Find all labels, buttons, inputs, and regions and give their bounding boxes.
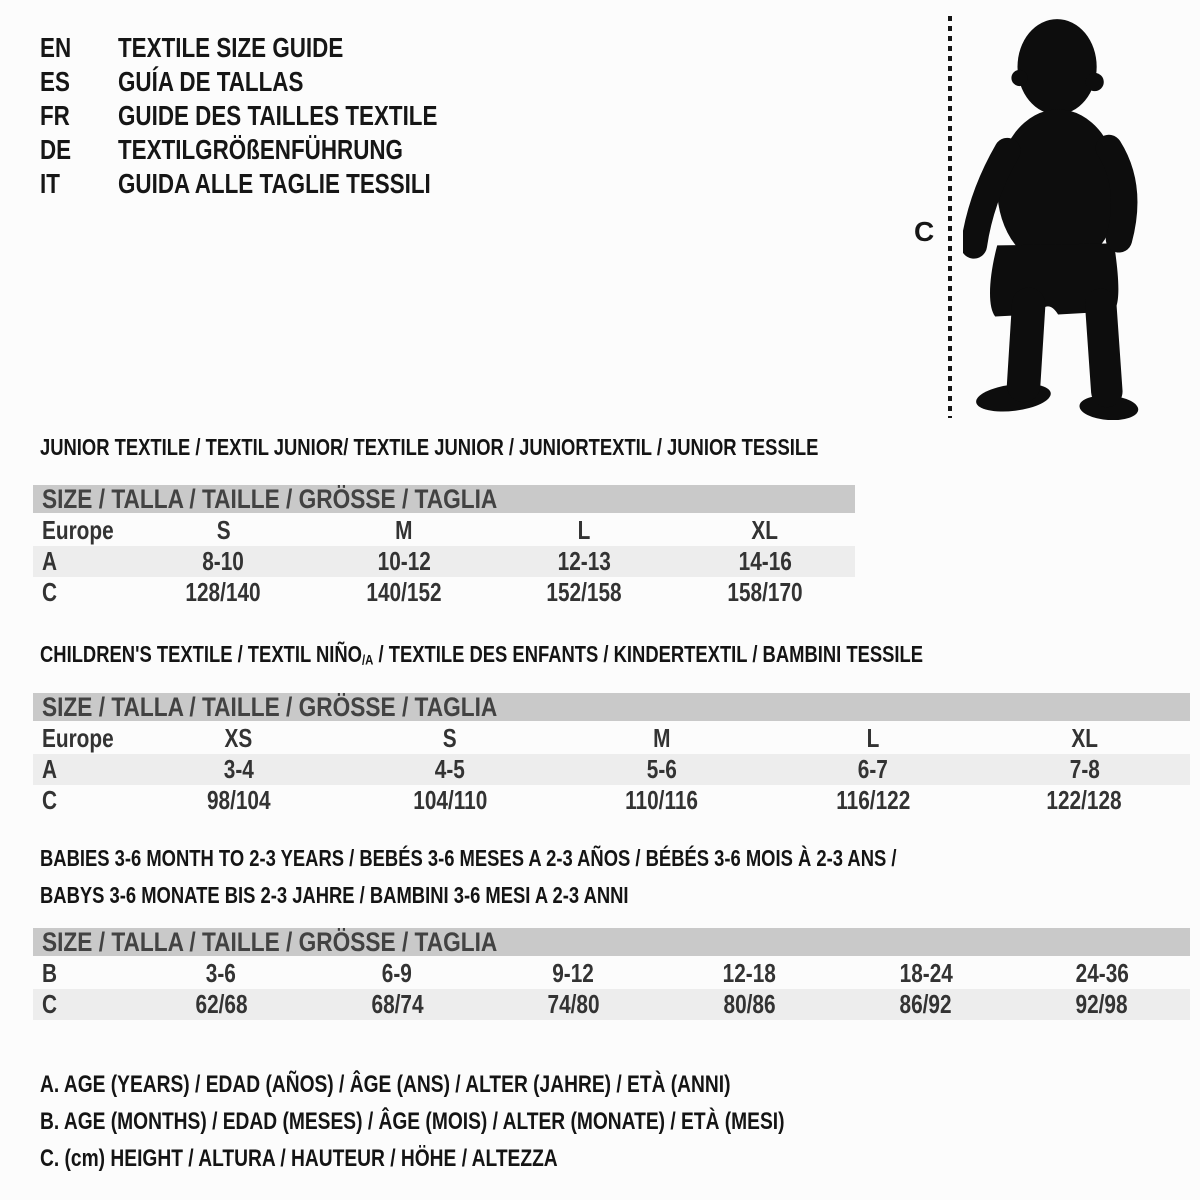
row-label: Europe <box>42 723 114 753</box>
size-table-header: SIZE / TALLA / TAILLE / GRÖSSE / TAGLIA <box>33 484 855 514</box>
cell-value: 24-36 <box>1075 958 1129 988</box>
children-section-title: CHILDREN'S TEXTILE / TEXTIL NIÑO/A / TEX… <box>40 641 924 669</box>
table-row-height: C 128/140 140/152 152/158 158/170 <box>33 577 855 608</box>
language-row-de: DE TEXTILGRÖßENFÜHRUNG <box>40 133 517 167</box>
language-title: GUIDE DES TAILLES TEXTILE <box>118 100 438 131</box>
height-measure-dashed-line <box>948 16 952 418</box>
language-code: IT <box>40 168 60 199</box>
language-row-en: EN TEXTILE SIZE GUIDE <box>40 31 517 65</box>
language-code: DE <box>40 134 72 165</box>
baby-silhouette-icon <box>963 19 1139 420</box>
row-label: C <box>42 785 58 815</box>
cell-value: 140/152 <box>366 577 442 607</box>
language-code: ES <box>40 66 70 97</box>
cell-value: 4-5 <box>435 754 466 784</box>
cell-value: 5-6 <box>646 754 677 784</box>
cell-value: S <box>216 515 231 545</box>
row-label: C <box>42 577 58 607</box>
size-table-header: SIZE / TALLA / TAILLE / GRÖSSE / TAGLIA <box>33 692 1190 722</box>
table-row-age-years: A 8-10 10-12 12-13 14-16 <box>33 546 855 577</box>
table-row-age-years: A 3-4 4-5 5-6 6-7 7-8 <box>33 754 1190 785</box>
language-row-it: IT GUIDA ALLE TAGLIE TESSILI <box>40 167 517 201</box>
language-title-block: EN TEXTILE SIZE GUIDE ES GUÍA DE TALLAS … <box>40 31 517 201</box>
cell-value: 7-8 <box>1069 754 1100 784</box>
cell-value: 80/86 <box>723 989 776 1019</box>
babies-section-title-line2: BABYS 3-6 MONATE BIS 2-3 JAHRE / BAMBINI… <box>40 882 629 908</box>
row-label: Europe <box>42 515 114 545</box>
cell-value: XL <box>751 515 779 545</box>
language-code: EN <box>40 32 72 63</box>
cell-value: 8-10 <box>202 546 245 576</box>
babies-section-title-line1: BABIES 3-6 MONTH TO 2-3 YEARS / BEBÉS 3-… <box>40 845 897 871</box>
language-title: GUIDA ALLE TAGLIE TESSILI <box>118 168 431 199</box>
cell-value: 12-13 <box>557 546 611 576</box>
nino-a-subscript: /A <box>361 652 374 669</box>
cell-value: 14-16 <box>738 546 792 576</box>
cell-value: 6-7 <box>857 754 888 784</box>
cell-value: 104/110 <box>413 785 488 815</box>
cell-value: 86/92 <box>899 989 952 1019</box>
cell-value: 18-24 <box>899 958 953 988</box>
junior-section-title: JUNIOR TEXTILE / TEXTIL JUNIOR/ TEXTILE … <box>40 434 819 460</box>
size-table-header: SIZE / TALLA / TAILLE / GRÖSSE / TAGLIA <box>33 927 1190 957</box>
cell-value: 98/104 <box>206 785 271 815</box>
cell-value: 12-18 <box>722 958 777 988</box>
cell-value: S <box>443 723 458 753</box>
cell-value: 3-6 <box>206 958 237 988</box>
cell-value: 6-9 <box>382 958 413 988</box>
cell-value: M <box>395 515 413 545</box>
cell-value: 152/158 <box>546 577 622 607</box>
language-row-fr: FR GUIDE DES TAILLES TEXTILE <box>40 99 517 133</box>
cell-value: 128/140 <box>185 577 261 607</box>
footnote-age-months: B. AGE (MONTHS) / EDAD (MESES) / ÂGE (MO… <box>40 1107 785 1135</box>
cell-value: 10-12 <box>377 546 431 576</box>
cell-value: 3-4 <box>223 754 254 784</box>
language-title: TEXTILGRÖßENFÜHRUNG <box>118 134 403 165</box>
cell-value: XS <box>224 723 253 753</box>
table-row-age-months: B 3-6 6-9 9-12 12-18 18-24 24-36 <box>33 958 1190 989</box>
row-label: A <box>42 546 58 576</box>
language-code: FR <box>40 100 70 131</box>
row-label: A <box>42 754 58 784</box>
junior-size-table: SIZE / TALLA / TAILLE / GRÖSSE / TAGLIA … <box>33 484 855 608</box>
cell-value: 92/98 <box>1075 989 1128 1019</box>
table-row-europe: Europe XS S M L XL <box>33 723 1190 754</box>
children-size-table: SIZE / TALLA / TAILLE / GRÖSSE / TAGLIA … <box>33 692 1190 816</box>
language-row-es: ES GUÍA DE TALLAS <box>40 65 517 99</box>
footnote-age-years: A. AGE (YEARS) / EDAD (AÑOS) / ÂGE (ANS)… <box>40 1070 731 1098</box>
cell-value: 9-12 <box>552 958 595 988</box>
table-row-height: C 98/104 104/110 110/116 116/122 122/128 <box>33 785 1190 816</box>
footnote-height-cm: C. (cm) HEIGHT / ALTURA / HAUTEUR / HÖHE… <box>40 1144 558 1172</box>
language-title: TEXTILE SIZE GUIDE <box>118 32 344 63</box>
row-label: B <box>42 958 58 988</box>
language-title: GUÍA DE TALLAS <box>118 66 304 97</box>
row-label: C <box>42 989 58 1019</box>
cell-value: L <box>866 723 880 753</box>
cell-value: M <box>652 723 671 753</box>
cell-value: 110/116 <box>625 785 698 815</box>
cell-value: 62/68 <box>195 989 248 1019</box>
cell-value: 116/122 <box>835 785 910 815</box>
cell-value: 122/128 <box>1046 785 1122 815</box>
legend-footnotes: A. AGE (YEARS) / EDAD (AÑOS) / ÂGE (ANS)… <box>40 1066 971 1177</box>
table-row-height: C 62/68 68/74 74/80 80/86 86/92 92/98 <box>33 989 1190 1020</box>
cell-value: 158/170 <box>727 577 803 607</box>
cell-value: 74/80 <box>547 989 600 1019</box>
cell-value: XL <box>1071 723 1098 753</box>
cell-value: 68/74 <box>371 989 424 1019</box>
table-row-europe: Europe S M L XL <box>33 515 855 546</box>
babies-size-table: SIZE / TALLA / TAILLE / GRÖSSE / TAGLIA … <box>33 927 1190 1020</box>
height-measure-label: C <box>914 216 935 247</box>
cell-value: L <box>577 515 591 545</box>
